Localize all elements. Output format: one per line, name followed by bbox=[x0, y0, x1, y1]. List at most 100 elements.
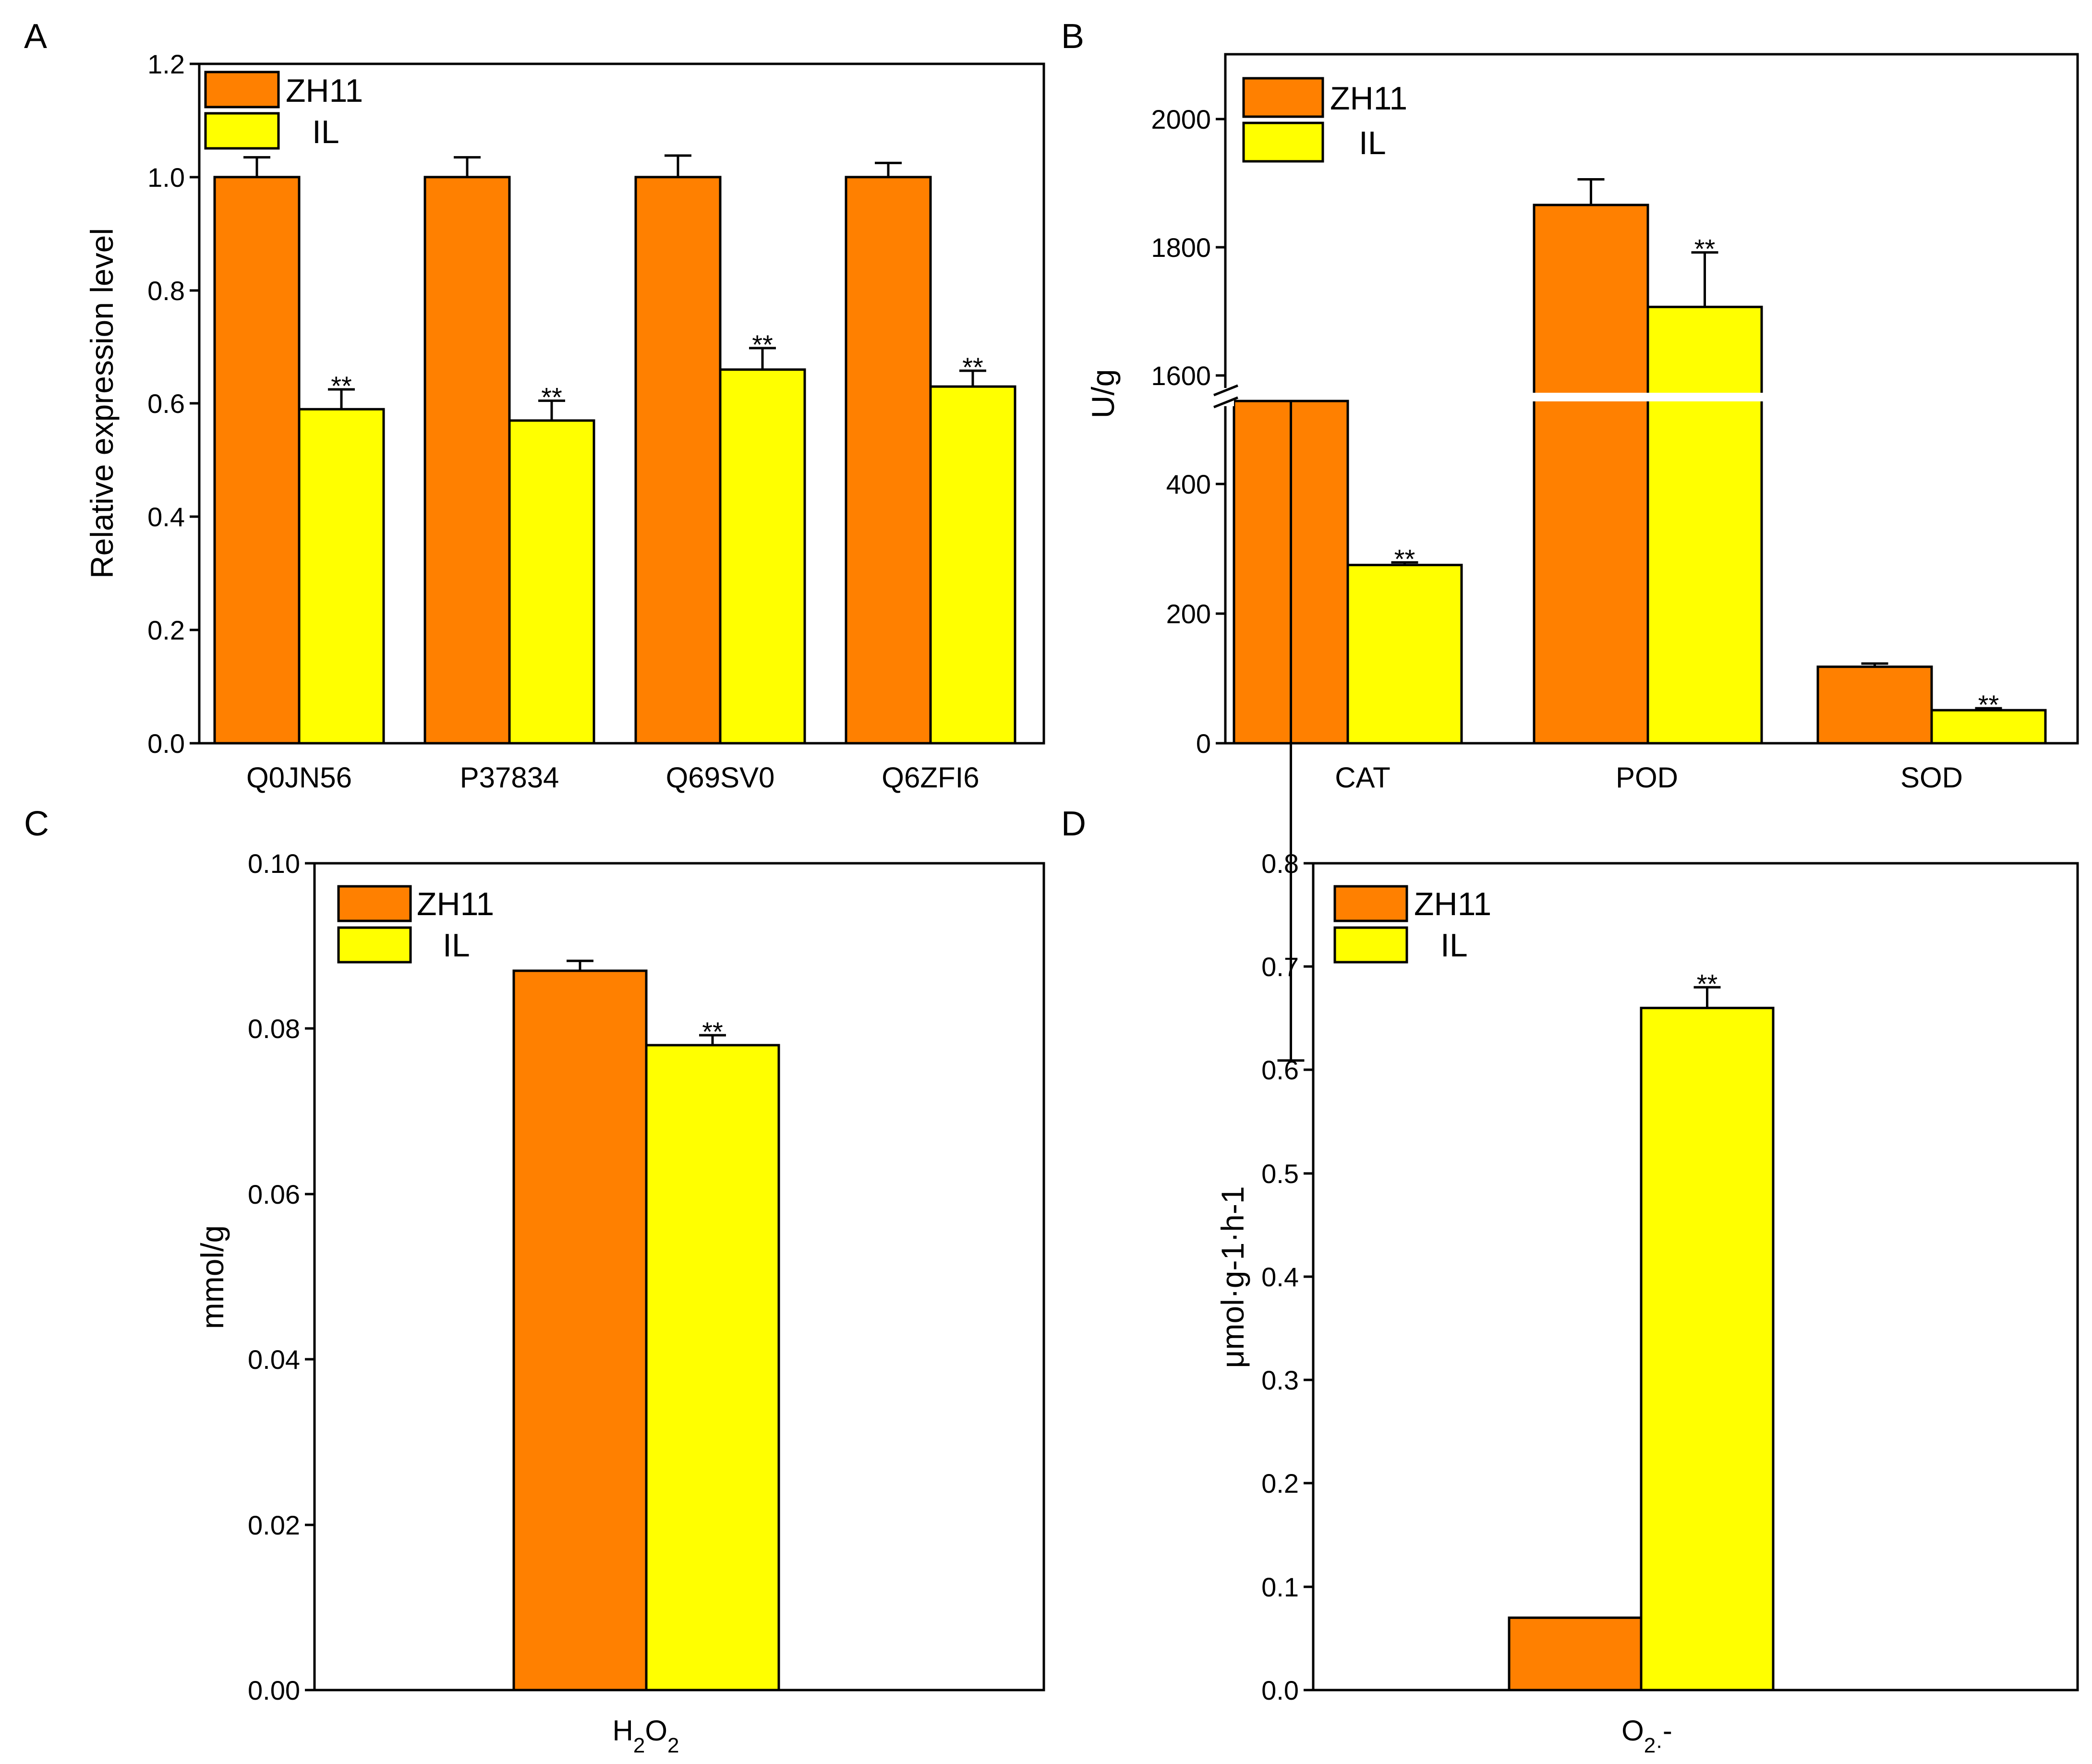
significance-marker: ** bbox=[541, 382, 562, 412]
bar-il-2 bbox=[1930, 709, 2047, 745]
panel-d-legend: ZH11 IL bbox=[1333, 885, 1491, 964]
legend-swatch-il bbox=[204, 112, 280, 150]
panel-c-y-axis-title: mmol/g bbox=[194, 1225, 230, 1329]
significance-marker: ** bbox=[962, 352, 983, 382]
panel-b-y-tick-label: 2000 bbox=[1151, 104, 1211, 134]
panel-a-y-axis-title: Relative expression level bbox=[84, 228, 120, 579]
bar-zh11-0 bbox=[1508, 1616, 1643, 1692]
bar-zh11-1 bbox=[1533, 204, 1649, 745]
bar-il-0 bbox=[1640, 1006, 1775, 1692]
panel-a-y-tick-label: 0.8 bbox=[147, 276, 185, 306]
panel-a-y-tick-label: 0.0 bbox=[147, 728, 185, 759]
panel-a-y-ticks: 0.0 0.2 0.4 0.6 0.8 1.0 1.2 bbox=[147, 49, 199, 759]
legend-label-zh11: ZH11 bbox=[417, 886, 494, 922]
bar-zh11-1 bbox=[423, 176, 511, 745]
legend-swatch-zh11 bbox=[1333, 885, 1408, 922]
legend-label-il: IL bbox=[443, 927, 470, 964]
panel-d-y-axis-title: μmol·g-1·h-1 bbox=[1215, 1186, 1250, 1368]
panel-d: D μmol·g-1·h-1 0.0 0.1 0.2 0.3 0.4 0.5 0… bbox=[1061, 805, 2079, 1757]
panel-a-x-labels: Q0JN56 P37834 Q69SV0 Q6ZFI6 bbox=[246, 761, 979, 794]
panel-d-y-tick-label: 0.4 bbox=[1261, 1262, 1299, 1292]
legend-swatch-il bbox=[337, 926, 412, 964]
panel-letter-a: A bbox=[24, 17, 47, 56]
panel-a-y-tick-label: 0.6 bbox=[147, 388, 185, 419]
legend-label-il: IL bbox=[1440, 927, 1468, 964]
bar-zh11-2 bbox=[634, 176, 722, 745]
panel-d-y-tick-label: 0.8 bbox=[1261, 848, 1299, 879]
panel-b-y-ticks: 0 200 400 1600 1800 2000 bbox=[1151, 104, 1225, 759]
bar-zh11-0 bbox=[213, 176, 301, 745]
legend-swatch-zh11 bbox=[1242, 77, 1324, 118]
panel-b-category-label: CAT bbox=[1335, 761, 1391, 794]
panel-c-y-tick-label: 0.06 bbox=[248, 1179, 300, 1209]
panel-b-category-label: POD bbox=[1616, 761, 1678, 794]
panel-a-category-label: P37834 bbox=[460, 761, 559, 794]
panel-b-bars: ** ** ** bbox=[1233, 178, 2047, 1062]
significance-marker: ** bbox=[702, 1016, 723, 1047]
panel-b-legend: ZH11 IL bbox=[1242, 77, 1407, 163]
legend-swatch-il bbox=[1333, 926, 1408, 964]
bar-il-2 bbox=[719, 368, 806, 745]
significance-marker: ** bbox=[1694, 234, 1716, 264]
panel-c-y-tick-label: 0.02 bbox=[248, 1510, 300, 1540]
bar-il-1 bbox=[508, 419, 595, 745]
legend-label-il: IL bbox=[312, 114, 339, 150]
legend-label-il: IL bbox=[1359, 125, 1386, 161]
bar-zh11-2 bbox=[1816, 665, 1933, 745]
panel-d-y-tick-label: 0.0 bbox=[1261, 1675, 1299, 1705]
legend-swatch-zh11 bbox=[337, 885, 412, 922]
panel-c-category-label-h2o2: H2O2 bbox=[613, 1715, 679, 1757]
panel-a-category-label: Q0JN56 bbox=[246, 761, 352, 794]
panel-b-y-tick-label: 0 bbox=[1196, 728, 1211, 759]
legend-swatch-il bbox=[1242, 121, 1324, 163]
panel-b-y-tick-label: 200 bbox=[1166, 599, 1211, 629]
legend-label-zh11: ZH11 bbox=[1414, 886, 1491, 922]
panel-b: B U/g 0 200 400 1600 1800 2000 CAT POD S… bbox=[1061, 17, 2079, 1062]
panel-letter-c: C bbox=[24, 805, 49, 843]
panel-b-axis-break-mark bbox=[1213, 384, 1238, 397]
bar-il-0 bbox=[645, 1044, 780, 1692]
panel-c: C mmol/g 0.00 0.02 0.04 0.06 0.08 0.10 H… bbox=[24, 805, 1045, 1757]
bar-il-1 bbox=[1646, 305, 1763, 745]
significance-marker: ** bbox=[331, 371, 352, 401]
bar-il-0 bbox=[298, 408, 385, 745]
panel-b-y-tick-label: 1800 bbox=[1151, 232, 1211, 263]
panel-d-y-tick-label: 0.3 bbox=[1261, 1365, 1299, 1395]
significance-marker: ** bbox=[1978, 689, 1999, 720]
panel-a-legend: ZH11 IL bbox=[204, 71, 363, 150]
legend-label-zh11: ZH11 bbox=[1330, 80, 1407, 117]
panel-d-y-tick-label: 0.2 bbox=[1261, 1468, 1299, 1498]
panel-letter-d: D bbox=[1061, 805, 1086, 843]
panel-d-y-tick-label: 0.6 bbox=[1261, 1055, 1299, 1085]
panel-c-y-ticks: 0.00 0.02 0.04 0.06 0.08 0.10 bbox=[248, 848, 314, 1705]
panel-c-y-tick-label: 0.04 bbox=[248, 1344, 300, 1375]
bar-il-0 bbox=[1346, 564, 1463, 745]
legend-label-zh11: ZH11 bbox=[286, 72, 363, 109]
panel-d-y-tick-label: 0.5 bbox=[1261, 1159, 1299, 1189]
panel-c-bars: ** bbox=[512, 959, 780, 1692]
panel-b-y-axis-title: U/g bbox=[1085, 369, 1121, 419]
panel-c-y-tick-label: 0.10 bbox=[248, 848, 300, 879]
panel-a-y-tick-label: 0.4 bbox=[147, 502, 185, 532]
panel-a-y-tick-label: 0.2 bbox=[147, 615, 185, 645]
significance-marker: ** bbox=[1697, 968, 1718, 999]
panel-a-category-label: Q6ZFI6 bbox=[882, 761, 979, 794]
panel-a-y-tick-label: 1.2 bbox=[147, 49, 185, 79]
panel-b-y-tick-label: 1600 bbox=[1151, 361, 1211, 391]
panel-d-y-ticks: 0.0 0.1 0.2 0.3 0.4 0.5 0.6 0.7 0.8 bbox=[1261, 848, 1313, 1705]
bar-zh11-0 bbox=[512, 969, 648, 1692]
panel-b-axis-break-mark bbox=[1213, 396, 1238, 409]
panel-a-category-label: Q69SV0 bbox=[666, 761, 775, 794]
panel-b-y-tick-label: 400 bbox=[1166, 469, 1211, 499]
panel-a-bars: ** ** ** ** bbox=[213, 154, 1016, 745]
panel-d-category-label-o2: O2·- bbox=[1621, 1715, 1672, 1757]
panel-b-category-label: SOD bbox=[1900, 761, 1963, 794]
panel-b-axis-break bbox=[1213, 384, 1238, 409]
significance-marker: ** bbox=[752, 329, 773, 360]
panel-letter-b: B bbox=[1061, 17, 1084, 56]
legend-swatch-zh11 bbox=[204, 71, 280, 109]
panel-c-legend: ZH11 IL bbox=[337, 885, 494, 964]
significance-marker: ** bbox=[1394, 544, 1415, 574]
bar-il-3 bbox=[929, 385, 1016, 745]
